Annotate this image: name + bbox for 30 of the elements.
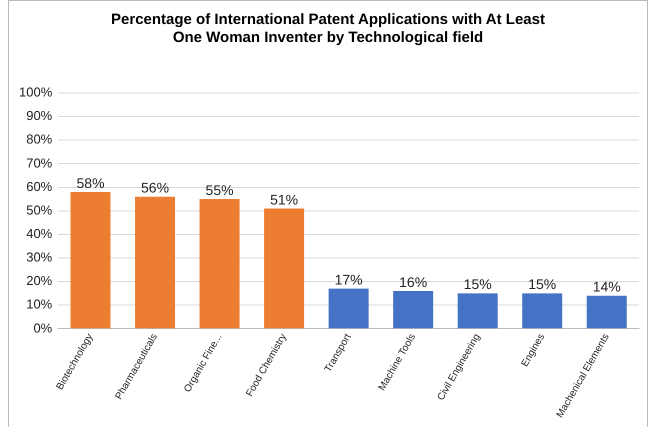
- y-tick-label: 60%: [26, 178, 53, 194]
- data-label: 51%: [270, 191, 298, 208]
- data-label: 14%: [592, 278, 621, 295]
- bar: [328, 288, 369, 328]
- bar: [458, 293, 498, 328]
- data-label: 17%: [334, 271, 363, 288]
- bar: [135, 196, 176, 328]
- chart-title: Percentage of International Patent Applications with At Least One Woman Inventer by Technological field: [110, 11, 546, 47]
- y-tick-label: 80%: [26, 132, 53, 147]
- y-tick-label: 70%: [26, 155, 53, 170]
- data-label: 56%: [141, 180, 170, 196]
- bar: [522, 293, 562, 328]
- y-tick-label: 20%: [26, 273, 53, 288]
- bar: [586, 296, 627, 328]
- data-label: 16%: [399, 274, 428, 290]
- bar: [264, 208, 304, 328]
- y-tick-label: 40%: [26, 226, 53, 241]
- y-tick-label: 0%: [33, 320, 53, 336]
- y-tick-label: 50%: [26, 202, 53, 218]
- y-tick-label: 100%: [19, 84, 53, 100]
- data-label: 55%: [206, 182, 234, 198]
- y-tick-label: 10%: [26, 296, 53, 312]
- bar: [393, 290, 434, 328]
- data-label: 15%: [528, 276, 556, 292]
- data-label: 15%: [464, 276, 492, 292]
- data-label: 58%: [76, 174, 105, 191]
- y-tick-label: 90%: [26, 108, 53, 124]
- bar: [70, 192, 111, 328]
- y-tick-label: 30%: [26, 250, 53, 265]
- bar: [200, 199, 240, 328]
